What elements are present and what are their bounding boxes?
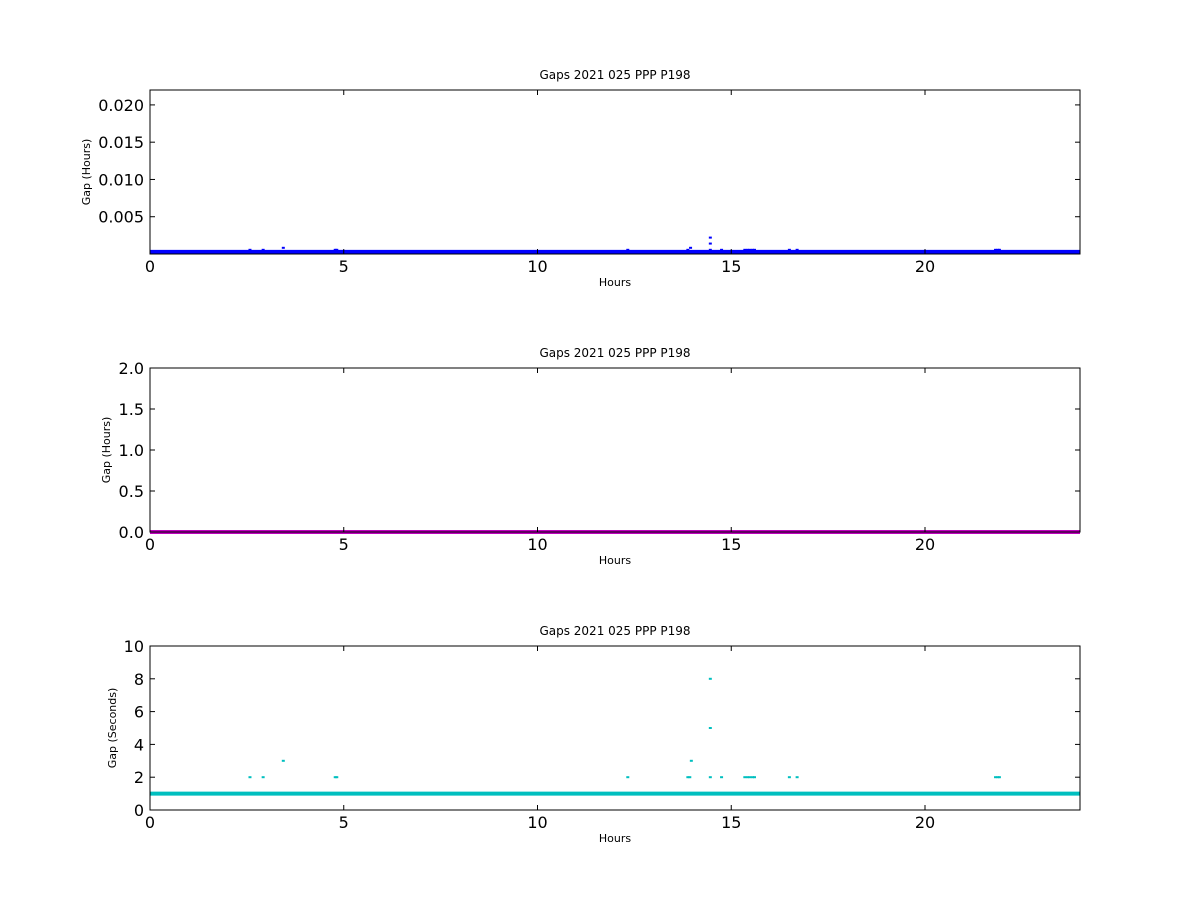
- y-tick-label: 0.015: [98, 133, 144, 152]
- plot-frame: [149, 645, 1081, 811]
- data-point: [787, 776, 791, 779]
- data-point: [795, 248, 799, 251]
- y-tick-label: 4: [134, 735, 144, 754]
- x-axis-label: Hours: [599, 554, 631, 567]
- data-point: [708, 248, 712, 251]
- data-point: [248, 248, 252, 251]
- data-point: [751, 248, 755, 251]
- data-point: [708, 727, 712, 729]
- x-tick-label: 5: [339, 535, 349, 554]
- x-axis-label: Hours: [599, 832, 631, 845]
- data-point: [281, 759, 285, 762]
- x-tick-label: 0: [145, 813, 155, 832]
- x-tick-label: 15: [721, 535, 741, 554]
- x-tick-label: 5: [339, 257, 349, 276]
- data-point: [686, 248, 690, 251]
- data-point: [787, 248, 791, 251]
- x-tick-label: 20: [915, 535, 935, 554]
- data-point: [996, 776, 1000, 779]
- data-point: [748, 248, 752, 251]
- data-point: [626, 776, 630, 779]
- y-tick-label: 1.5: [119, 400, 144, 419]
- data-point: [281, 246, 285, 249]
- data-point: [261, 776, 265, 779]
- data-point: [996, 248, 1000, 251]
- y-axis-label: Gap (Hours): [80, 139, 93, 206]
- y-tick-label: 2.0: [119, 359, 144, 378]
- data-point: [753, 776, 756, 779]
- data-point: [997, 248, 1001, 251]
- data-point: [708, 236, 712, 239]
- chart-title: Gaps 2021 025 PPP P198: [539, 346, 690, 360]
- data-point: [689, 759, 693, 762]
- y-axis-label: Gap (Hours): [100, 417, 113, 484]
- data-point: [686, 776, 690, 779]
- data-point: [626, 248, 630, 251]
- y-axis-label: Gap (Seconds): [106, 688, 119, 769]
- x-axis-label: Hours: [599, 276, 631, 289]
- data-point: [248, 776, 252, 779]
- y-tick-label: 0.5: [119, 482, 144, 501]
- data-point: [997, 776, 1001, 779]
- data-point: [333, 248, 337, 251]
- data-point: [743, 776, 747, 779]
- data-point: [688, 776, 692, 779]
- data-point: [708, 242, 712, 245]
- data-point: [261, 248, 265, 251]
- data-point: [748, 776, 752, 779]
- data-point: [751, 776, 755, 779]
- data-point: [708, 776, 712, 779]
- x-tick-label: 20: [915, 257, 935, 276]
- y-tick-label: 8: [134, 670, 144, 689]
- data-point: [994, 248, 998, 251]
- y-tick-label: 0.0: [119, 523, 144, 542]
- plot-frame: [149, 89, 1081, 255]
- data-point: [720, 248, 724, 251]
- y-tick-label: 2: [134, 768, 144, 787]
- y-tick-label: 0.010: [98, 170, 144, 189]
- data-point: [746, 248, 750, 251]
- x-tick-label: 0: [145, 257, 155, 276]
- x-tick-label: 10: [527, 813, 547, 832]
- x-tick-label: 15: [721, 813, 741, 832]
- x-tick-label: 5: [339, 813, 349, 832]
- chart-panel-1: Gaps 2021 025 PPP P198 0 5 10 15 20 0.005 0.010…: [80, 68, 1081, 289]
- x-tick-label: 10: [527, 535, 547, 554]
- data-point: [335, 776, 339, 779]
- chart-panel-3: Gaps 2021 025 PPP P198 0 5 10 15 20 0 2 4 6 8 10 Hou…: [106, 624, 1081, 845]
- data-point: [743, 248, 747, 251]
- x-tick-label: 15: [721, 257, 741, 276]
- y-tick-label: 6: [134, 703, 144, 722]
- y-tick-label: 1.0: [119, 441, 144, 460]
- data-point: [746, 776, 750, 779]
- y-tick-label: 0: [134, 801, 144, 820]
- data-point: [795, 776, 799, 779]
- x-tick-label: 20: [915, 813, 935, 832]
- chart-title: Gaps 2021 025 PPP P198: [539, 624, 690, 638]
- data-point: [753, 248, 756, 251]
- data-point: [994, 776, 998, 779]
- chart-title: Gaps 2021 025 PPP P198: [539, 68, 690, 82]
- x-tick-label: 0: [145, 535, 155, 554]
- y-tick-label: 0.020: [98, 96, 144, 115]
- data-point: [689, 246, 693, 249]
- data-point: [333, 776, 337, 779]
- data-point: [708, 677, 712, 680]
- y-tick-label: 10: [124, 637, 144, 656]
- data-point: [720, 776, 724, 779]
- chart-panel-2: Gaps 2021 025 PPP P198 0 5 10 15 20 0.0 0.5 1.0 1…: [100, 346, 1081, 567]
- x-tick-label: 10: [527, 257, 547, 276]
- data-point: [335, 248, 339, 251]
- y-tick-label: 0.005: [98, 208, 144, 227]
